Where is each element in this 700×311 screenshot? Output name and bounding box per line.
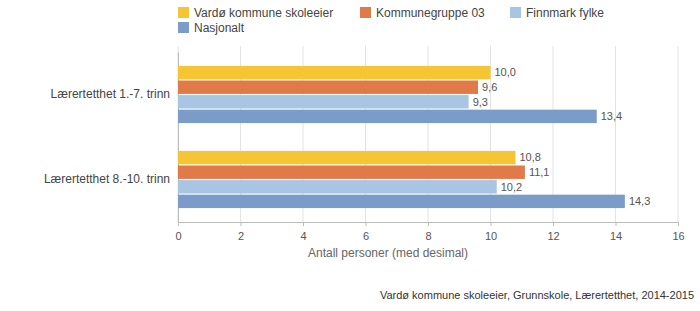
x-tick-mark bbox=[241, 222, 242, 226]
bar bbox=[178, 95, 469, 108]
x-tick-label: 8 bbox=[425, 230, 431, 242]
x-tick-mark bbox=[178, 222, 179, 226]
x-tick: 12 bbox=[547, 222, 559, 242]
x-tick-label: 10 bbox=[485, 230, 497, 242]
legend-label: Finnmark fylke bbox=[526, 6, 604, 20]
bar bbox=[178, 81, 478, 94]
legend-label: Vardø kommune skoleeier bbox=[194, 6, 333, 20]
legend-item: Vardø kommune skoleeier bbox=[178, 6, 333, 20]
x-tick: 2 bbox=[238, 222, 244, 242]
x-tick: 10 bbox=[485, 222, 497, 242]
bar bbox=[178, 195, 625, 208]
chart: 0246810121416Lærertetthet 1.-7. trinnLær… bbox=[0, 0, 700, 311]
data-label: 14,3 bbox=[629, 195, 650, 207]
bars bbox=[178, 66, 625, 208]
data-label: 9,3 bbox=[473, 96, 488, 108]
legend-item: Kommunegruppe 03 bbox=[360, 6, 485, 20]
legend-swatch bbox=[178, 22, 189, 33]
legend-label: Nasjonalt bbox=[194, 21, 245, 35]
legend-swatch bbox=[178, 7, 189, 18]
x-tick-mark bbox=[303, 222, 304, 226]
legend: Vardø kommune skoleeier Kommunegruppe 03 F… bbox=[178, 6, 604, 35]
caption: Vardø kommune skoleeier, Grunnskole, Lær… bbox=[380, 289, 694, 301]
legend-item: Finnmark fylke bbox=[510, 6, 604, 20]
x-tick-mark bbox=[553, 222, 554, 226]
x-axis-title: Antall personer (med desimal) bbox=[308, 246, 468, 260]
x-tick: 16 bbox=[672, 222, 684, 242]
data-label: 9,6 bbox=[482, 81, 497, 93]
legend-swatch bbox=[510, 7, 521, 18]
x-tick-label: 6 bbox=[363, 230, 369, 242]
x-tick-mark bbox=[678, 222, 679, 226]
x-tick-mark bbox=[491, 222, 492, 226]
x-tick-label: 2 bbox=[238, 230, 244, 242]
x-axis-line bbox=[179, 223, 679, 227]
x-tick-label: 14 bbox=[610, 230, 622, 242]
y-axis: Lærertetthet 1.-7. trinn Lærertetthet 8.-… bbox=[44, 53, 179, 223]
category-label: Lærertetthet 8.-10. trinn bbox=[44, 172, 170, 186]
data-label: 10,8 bbox=[520, 151, 541, 163]
data-label: 11,1 bbox=[529, 166, 550, 178]
category-label: Lærertetthet 1.-7. trinn bbox=[51, 87, 170, 101]
legend-label: Kommunegruppe 03 bbox=[376, 6, 485, 20]
legend-swatch bbox=[360, 7, 371, 18]
x-tick-label: 4 bbox=[300, 230, 306, 242]
bar bbox=[178, 166, 525, 179]
bar bbox=[178, 66, 491, 79]
data-label: 13,4 bbox=[601, 110, 622, 122]
x-axis: 0 2 4 6 8 10 12 14 16 bbox=[175, 222, 684, 242]
x-tick: 0 bbox=[175, 222, 181, 242]
x-tick: 6 bbox=[363, 222, 369, 242]
x-tick-mark bbox=[428, 222, 429, 226]
x-tick: 4 bbox=[300, 222, 306, 242]
bar bbox=[178, 180, 497, 193]
bar bbox=[178, 151, 516, 164]
legend-item: Nasjonalt bbox=[178, 21, 245, 35]
data-labels: 10,0 10,8 9,6 11,1 9,3 10,2 13,4 14,3 bbox=[473, 66, 651, 207]
x-tick: 8 bbox=[425, 222, 431, 242]
grid-line bbox=[678, 46, 679, 222]
x-tick-label: 12 bbox=[547, 230, 559, 242]
x-tick-mark bbox=[616, 222, 617, 226]
y-tick: Lærertetthet 1.-7. trinn bbox=[51, 87, 178, 101]
y-tick: Lærertetthet 8.-10. trinn bbox=[44, 172, 178, 186]
x-tick-label: 16 bbox=[672, 230, 684, 242]
x-tick-mark bbox=[366, 222, 367, 226]
bar bbox=[178, 110, 597, 123]
x-tick-label: 0 bbox=[175, 230, 181, 242]
data-label: 10,0 bbox=[495, 66, 516, 78]
x-tick: 14 bbox=[610, 222, 622, 242]
grid bbox=[178, 46, 678, 222]
data-label: 10,2 bbox=[501, 181, 522, 193]
